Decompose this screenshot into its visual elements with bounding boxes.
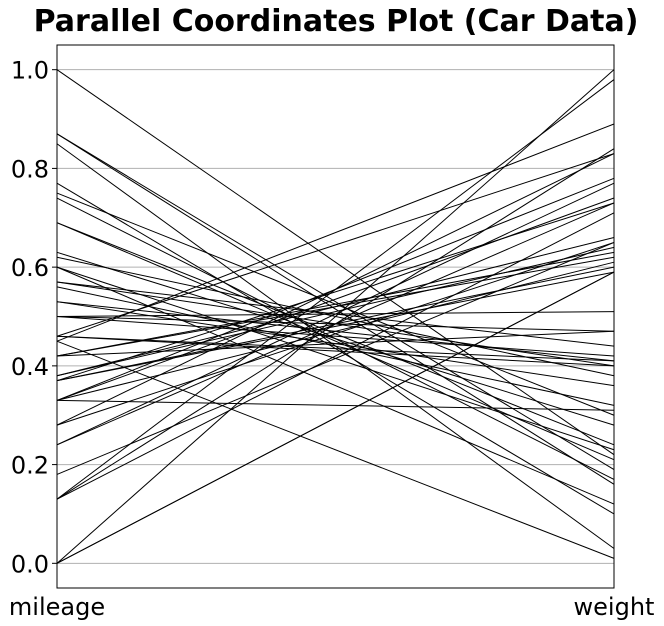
x-axis-label: mileage	[9, 593, 105, 621]
data-lines	[56, 69, 615, 564]
data-line	[56, 261, 615, 401]
x-axis-labels: mileage weight	[9, 593, 655, 621]
y-tick-label: 0.8	[11, 155, 49, 183]
data-line	[56, 212, 615, 500]
plot-frame	[56, 44, 615, 589]
data-line	[56, 251, 615, 426]
y-tick-labels: 0.0 0.2 0.4 0.6 0.8 1.0	[11, 57, 57, 578]
data-line	[56, 316, 615, 357]
data-line	[56, 286, 615, 406]
grid-lines	[57, 69, 614, 564]
data-line	[56, 399, 615, 411]
y-tick-label: 0.2	[11, 452, 49, 480]
data-line	[56, 69, 615, 564]
y-tick-label: 0.4	[11, 353, 49, 381]
data-line	[56, 335, 615, 367]
data-line	[56, 330, 615, 357]
data-line	[56, 197, 615, 401]
y-tick-label: 0.6	[11, 254, 49, 282]
data-line	[56, 182, 615, 446]
data-line	[56, 241, 615, 426]
data-line	[56, 123, 615, 342]
data-line	[56, 222, 615, 461]
data-line	[56, 202, 615, 382]
data-line	[56, 246, 615, 377]
data-line	[56, 69, 615, 456]
data-line	[56, 251, 615, 357]
data-line	[56, 79, 615, 500]
chart-title: Parallel Coordinates Plot (Car Data)	[34, 4, 639, 39]
data-line	[56, 335, 615, 362]
data-line	[56, 241, 615, 475]
data-line	[56, 153, 615, 337]
y-tick-label: 1.0	[11, 57, 49, 85]
data-line	[56, 133, 615, 485]
data-line	[56, 133, 615, 470]
x-axis-label: weight	[574, 593, 655, 621]
y-tick-label: 0.0	[11, 550, 49, 578]
data-line	[56, 271, 615, 382]
data-line	[56, 148, 615, 500]
data-line	[56, 271, 615, 564]
